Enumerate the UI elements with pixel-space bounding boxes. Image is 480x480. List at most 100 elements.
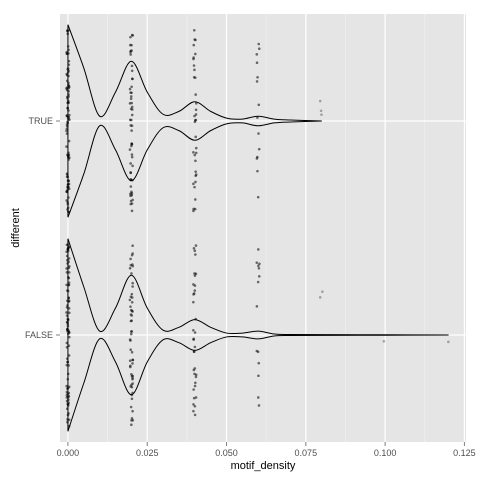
data-point <box>130 69 134 73</box>
y-axis-ticks: FALSE TRUE <box>25 116 60 340</box>
data-point <box>131 377 134 381</box>
data-point <box>131 409 134 413</box>
data-point <box>131 178 134 182</box>
data-point <box>192 64 196 67</box>
data-point <box>66 45 70 48</box>
data-point <box>447 340 450 344</box>
data-point <box>66 372 70 376</box>
data-point <box>130 118 133 122</box>
data-point <box>192 409 195 413</box>
data-point <box>192 403 195 406</box>
data-point <box>129 313 133 316</box>
data-point <box>129 95 133 98</box>
data-point <box>130 129 133 132</box>
data-point <box>66 99 70 103</box>
data-point <box>65 314 69 317</box>
data-point <box>130 155 134 159</box>
data-point <box>257 103 261 107</box>
data-point <box>66 249 70 253</box>
data-point <box>128 359 132 363</box>
data-point <box>129 53 132 56</box>
data-point <box>67 196 70 199</box>
data-point <box>257 404 261 407</box>
plot-panel <box>60 14 466 442</box>
data-point <box>194 159 197 163</box>
data-point <box>67 48 70 52</box>
data-point <box>131 108 134 111</box>
data-point <box>128 365 132 369</box>
data-point <box>128 102 132 105</box>
data-point <box>66 188 70 191</box>
data-point <box>193 331 197 334</box>
data-point <box>193 345 197 349</box>
data-point <box>256 155 259 159</box>
data-point <box>65 271 69 274</box>
data-point <box>130 296 134 299</box>
data-point <box>129 91 132 94</box>
data-point <box>194 198 197 201</box>
x-axis-title: motif_density <box>231 460 296 472</box>
data-point <box>192 56 195 59</box>
data-point <box>193 372 196 376</box>
data-point <box>128 87 132 91</box>
data-point <box>192 247 196 250</box>
data-point <box>65 254 69 258</box>
data-point <box>318 296 322 299</box>
data-point <box>193 289 197 292</box>
violin-lower-outline <box>67 120 322 218</box>
data-point <box>67 85 71 89</box>
data-point <box>67 424 71 428</box>
data-point <box>65 175 69 179</box>
data-point <box>130 124 134 127</box>
data-point <box>255 349 259 353</box>
data-point <box>256 116 259 119</box>
data-point <box>255 305 259 308</box>
data-point <box>130 77 134 81</box>
data-point <box>192 328 195 332</box>
violin-upper-outline <box>67 238 449 336</box>
data-point <box>67 398 70 402</box>
data-point <box>67 63 71 66</box>
data-point <box>65 50 69 54</box>
data-point <box>65 384 68 388</box>
data-point <box>194 38 197 42</box>
data-point <box>256 76 259 79</box>
data-point <box>193 153 197 157</box>
data-point <box>129 305 132 308</box>
data-point <box>66 202 70 206</box>
data-point <box>65 283 68 287</box>
data-point <box>130 190 133 194</box>
data-point <box>257 361 261 365</box>
data-point <box>67 418 71 422</box>
data-point <box>128 298 132 302</box>
x-tick-label: 0.000 <box>57 448 80 458</box>
data-point <box>193 207 197 211</box>
data-point <box>321 290 324 294</box>
data-point <box>131 281 134 285</box>
data-point <box>128 266 132 270</box>
data-point <box>257 248 260 251</box>
data-point <box>192 368 196 372</box>
data-point <box>129 49 133 53</box>
data-point <box>192 43 196 47</box>
data-point <box>193 249 197 253</box>
data-point <box>131 244 134 248</box>
data-point <box>192 350 196 353</box>
data-point <box>129 171 132 174</box>
data-point <box>67 411 70 415</box>
data-point <box>194 52 197 56</box>
data-point <box>129 43 132 47</box>
data-point <box>130 64 134 68</box>
data-point <box>128 148 132 151</box>
data-point <box>194 244 198 247</box>
data-point <box>66 402 69 406</box>
data-point <box>131 358 135 362</box>
data-point <box>131 362 134 365</box>
data-point <box>129 319 133 323</box>
data-point <box>130 144 133 148</box>
data-point <box>192 388 195 391</box>
x-tick-label: 0.050 <box>215 448 238 458</box>
data-point <box>65 289 69 292</box>
data-point <box>194 272 198 276</box>
data-point <box>65 145 68 148</box>
